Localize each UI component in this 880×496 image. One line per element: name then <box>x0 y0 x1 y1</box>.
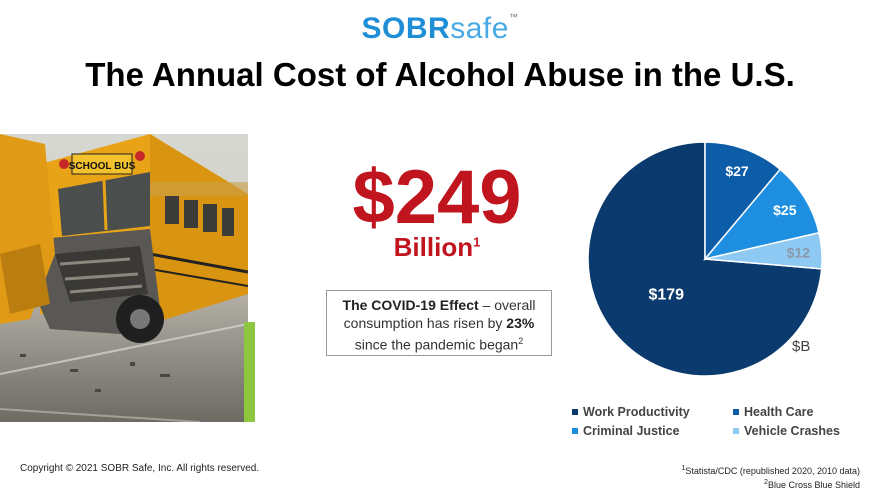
pie-slice-health-care <box>704 141 782 262</box>
covid-percent: 23% <box>506 315 535 331</box>
pie-label-work-productivity: $179 <box>648 287 684 304</box>
legend-swatch <box>733 428 739 434</box>
covid-effect-box: The COVID-19 Effect – overall consumptio… <box>326 290 552 356</box>
legend-swatch <box>733 409 739 415</box>
headline-value: $249 <box>352 155 522 240</box>
legend-item-work-productivity: Work Productivity <box>572 405 690 419</box>
footnotes: 1Statista/CDC (republished 2020, 2010 da… <box>681 463 860 491</box>
legend-label: Work Productivity <box>583 405 690 419</box>
school-bus-crash-photo: SCHOOL BUS <box>0 134 248 422</box>
legend-item-health-care: Health Care <box>733 405 813 419</box>
pie-label-criminal-justice: $25 <box>773 202 797 218</box>
pie-label-health-care: $27 <box>725 163 749 179</box>
legend-swatch <box>572 428 578 434</box>
sobrsafe-logo: SOBRsafe™ <box>361 12 519 45</box>
legend-item-vehicle-crashes: Vehicle Crashes <box>733 424 840 438</box>
pie-label-vehicle-crashes: $12 <box>787 244 811 260</box>
copyright: Copyright © 2021 SOBR Safe, Inc. All rig… <box>20 463 260 474</box>
legend-swatch <box>572 409 578 415</box>
footnote-1: 1Statista/CDC (republished 2020, 2010 da… <box>681 465 860 476</box>
covid-lead: The COVID-19 Effect <box>342 297 479 313</box>
pie-slice-vehicle-crashes <box>704 231 823 270</box>
footnote-2: 2Blue Cross Blue Shield <box>764 479 860 490</box>
legend-item-criminal-justice: Criminal Justice <box>572 424 680 438</box>
pie-slice-criminal-justice <box>702 168 820 261</box>
page-title: The Annual Cost of Alcohol Abuse in the … <box>85 56 795 93</box>
headline-unit: Billion1 <box>393 232 481 262</box>
accent-bar <box>244 322 255 422</box>
legend-label: Vehicle Crashes <box>744 424 840 438</box>
chart-unit-label: $B <box>792 338 811 355</box>
bus-sign-text: SCHOOL BUS <box>69 161 136 172</box>
legend-label: Criminal Justice <box>583 424 680 438</box>
legend-label: Health Care <box>744 405 814 419</box>
cost-pie-chart: $179 $27 $25 $12 <box>587 141 823 377</box>
